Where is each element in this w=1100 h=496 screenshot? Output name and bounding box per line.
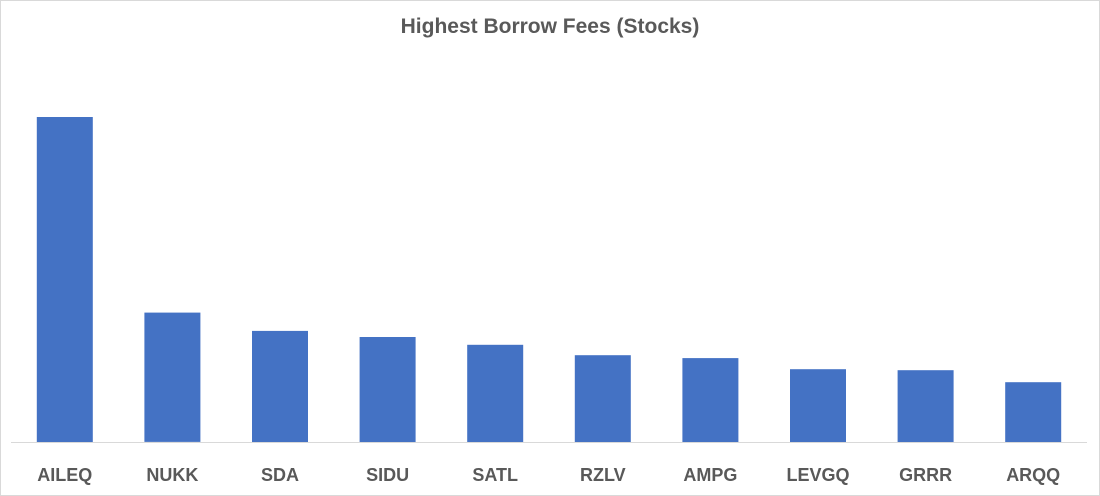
bar-nukk [144, 312, 201, 442]
x-tick-label-arqq: ARQQ [1006, 465, 1060, 485]
x-tick-label-satl: SATL [472, 465, 518, 485]
chart-title: Highest Borrow Fees (Stocks) [400, 15, 700, 38]
bar-grrr [897, 370, 954, 442]
x-tick-label-sidu: SIDU [366, 465, 409, 485]
x-tick-label-grrr: GRRR [899, 465, 952, 485]
bar-arqq [1005, 382, 1062, 442]
bar-rzlv [574, 355, 631, 442]
bar-satl [467, 344, 524, 442]
x-tick-label-levgq: LEVGQ [786, 465, 849, 485]
x-tick-label-ampg: AMPG [683, 465, 737, 485]
x-tick-label-nukk: NUKK [146, 465, 198, 485]
bar-sda [252, 330, 308, 443]
bar-ampg [682, 358, 739, 442]
bar-levgq [790, 369, 846, 442]
bar-aileq [36, 117, 93, 442]
x-tick-label-sda: SDA [261, 465, 299, 485]
x-tick-label-aileq: AILEQ [37, 465, 92, 485]
bar-sidu [359, 337, 416, 442]
x-tick-label-rzlv: RZLV [580, 465, 626, 485]
